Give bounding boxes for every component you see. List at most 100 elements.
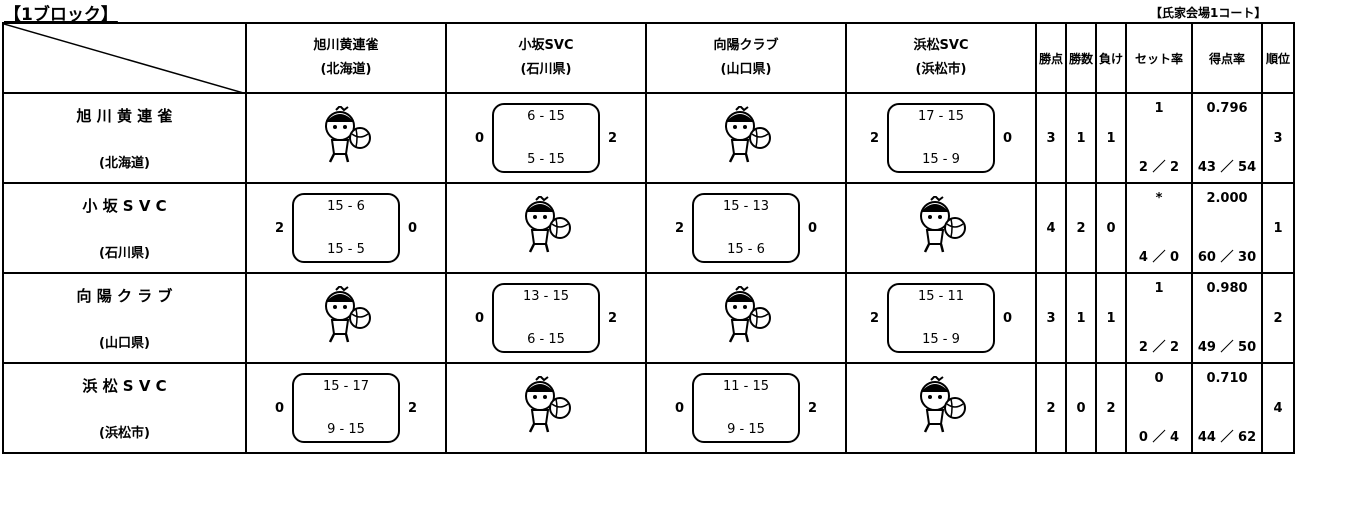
sets-right: 0 [1003, 130, 1013, 146]
match-cell: 2 17 - 15 15 - 9 0 [845, 92, 1037, 184]
match: 0 11 - 15 9 - 15 2 [647, 373, 845, 443]
score-bottom: 6 - 15 [527, 332, 565, 347]
match: 2 15 - 13 15 - 6 0 [647, 193, 845, 263]
point-rate-wrap: 2.000 60 ／ 30 [1193, 191, 1261, 265]
sets-right: 2 [608, 130, 618, 146]
mascot [725, 104, 771, 163]
set-rate-wrap: 1 2 ／ 2 [1127, 101, 1191, 175]
match: 2 15 - 11 15 - 9 0 [847, 283, 1035, 353]
row-name: 向 陽 ク ラ ブ [76, 287, 173, 305]
team-row: 向 陽 ク ラ ブ (山口県) 0 13 - 15 6 - 15 2 2 15 - 11 15 … [2, 272, 1295, 364]
score-top: 15 - 6 [327, 199, 365, 214]
wins: 2 [1065, 182, 1097, 274]
set-rate: * [1155, 191, 1163, 206]
match-cell [445, 362, 647, 454]
match-cell [445, 182, 647, 274]
points: 4 [1035, 182, 1067, 274]
match-cell: 0 13 - 15 6 - 15 2 [445, 272, 647, 364]
point-rate-cell: 0.710 44 ／ 62 [1191, 362, 1263, 454]
stat-header: 勝点 [1035, 22, 1067, 94]
set-rate: 1 [1154, 101, 1164, 116]
sets-left: 2 [869, 310, 879, 326]
wins: 0 [1065, 362, 1097, 454]
match: 2 17 - 15 15 - 9 0 [847, 103, 1035, 173]
sets-left: 0 [474, 130, 484, 146]
score: 60 ／ 30 [1197, 250, 1257, 265]
stat-header: 勝数 [1065, 22, 1097, 94]
match-cell [645, 92, 847, 184]
score: 49 ／ 50 [1197, 340, 1257, 355]
row-region: (浜松市) [99, 426, 150, 441]
rank: 2 [1261, 272, 1295, 364]
team-row: 小 坂 S V C (石川県) 2 15 - 6 15 - 5 0 2 15 - 13 15 -… [2, 182, 1295, 274]
row-name: 浜 松 S V C [82, 377, 167, 395]
row-name-cell: 小 坂 S V C (石川県) [2, 182, 247, 274]
point-rate-wrap: 0.980 49 ／ 50 [1193, 281, 1261, 355]
point-rate-wrap: 0.710 44 ／ 62 [1193, 371, 1261, 445]
sets-left: 2 [674, 220, 684, 236]
sets: 2 ／ 2 [1138, 160, 1180, 175]
score-top: 15 - 17 [322, 379, 370, 394]
score-box: 11 - 15 9 - 15 [692, 373, 800, 443]
set-rate-wrap: 1 2 ／ 2 [1127, 281, 1191, 355]
losses: 0 [1095, 182, 1127, 274]
sets-left: 0 [274, 400, 284, 416]
score-bottom: 15 - 5 [327, 242, 365, 257]
venue: 【氏家会場1コート】 [1150, 6, 1267, 20]
sets-right: 2 [808, 400, 818, 416]
row-name-cell: 旭 川 黄 連 雀 (北海道) [2, 92, 247, 184]
match-cell [845, 182, 1037, 274]
row-region: (石川県) [99, 246, 150, 261]
team-header: 浜松SVC (浜松市) [845, 22, 1037, 94]
set-rate-cell: 1 2 ／ 2 [1125, 92, 1193, 184]
score-box: 6 - 15 5 - 15 [492, 103, 600, 173]
point-rate: 0.796 [1206, 101, 1248, 116]
match: 0 15 - 17 9 - 15 2 [247, 373, 445, 443]
mascot [920, 194, 966, 253]
wins: 1 [1065, 92, 1097, 184]
score-top: 6 - 15 [527, 109, 565, 124]
mascot [525, 194, 571, 253]
score-box: 13 - 15 6 - 15 [492, 283, 600, 353]
sets-left: 0 [474, 310, 484, 326]
point-rate: 0.980 [1206, 281, 1248, 296]
mascot [725, 284, 771, 343]
team-header: 小坂SVC (石川県) [445, 22, 647, 94]
team-name: 浜松SVC [913, 38, 969, 53]
score-top: 15 - 13 [722, 199, 770, 214]
mascot [525, 374, 571, 433]
team-region: (浜松市) [915, 62, 967, 77]
match-cell [845, 362, 1037, 454]
score-top: 13 - 15 [522, 289, 570, 304]
sets: 0 ／ 4 [1138, 430, 1180, 445]
point-rate: 2.000 [1206, 191, 1248, 206]
match-cell: 2 15 - 13 15 - 6 0 [645, 182, 847, 274]
score-top: 15 - 11 [917, 289, 965, 304]
score-box: 17 - 15 15 - 9 [887, 103, 995, 173]
match-cell: 2 15 - 11 15 - 9 0 [845, 272, 1037, 364]
sets: 2 ／ 2 [1138, 340, 1180, 355]
stat-header: セット率 [1125, 22, 1193, 94]
match: 2 15 - 6 15 - 5 0 [247, 193, 445, 263]
point-rate-cell: 0.980 49 ／ 50 [1191, 272, 1263, 364]
score-box: 15 - 17 9 - 15 [292, 373, 400, 443]
diagonal [4, 24, 247, 94]
set-rate-cell: 1 2 ／ 2 [1125, 272, 1193, 364]
point-rate-cell: 0.796 43 ／ 54 [1191, 92, 1263, 184]
score-bottom: 9 - 15 [727, 422, 765, 437]
sets-left: 2 [869, 130, 879, 146]
set-rate-wrap: 0 0 ／ 4 [1127, 371, 1191, 445]
match-cell: 2 15 - 6 15 - 5 0 [245, 182, 447, 274]
stat-header: 得点率 [1191, 22, 1263, 94]
row-name: 小 坂 S V C [82, 197, 167, 215]
rank: 1 [1261, 182, 1295, 274]
sets: 4 ／ 0 [1138, 250, 1180, 265]
team-name: 旭川黄連雀 [313, 38, 379, 53]
point-rate: 0.710 [1206, 371, 1248, 386]
match: 0 6 - 15 5 - 15 2 [447, 103, 645, 173]
sets-right: 2 [408, 400, 418, 416]
score: 44 ／ 62 [1197, 430, 1257, 445]
points: 2 [1035, 362, 1067, 454]
match-cell: 0 15 - 17 9 - 15 2 [245, 362, 447, 454]
row-name: 旭 川 黄 連 雀 [76, 107, 173, 125]
